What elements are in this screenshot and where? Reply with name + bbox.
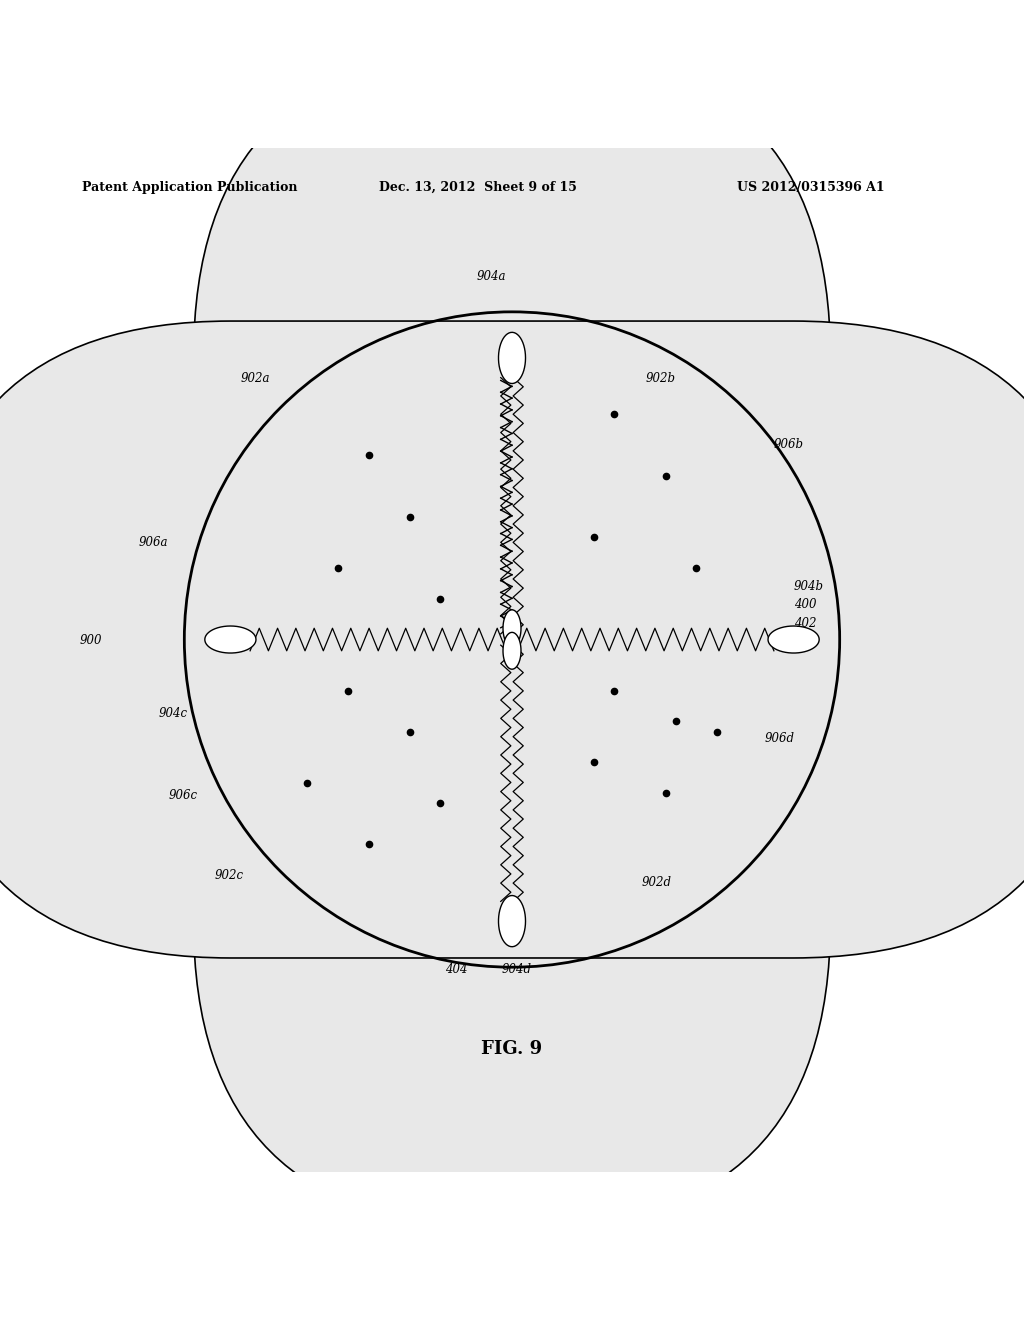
Text: FIG. 9: FIG. 9 (481, 1040, 543, 1059)
Polygon shape (537, 664, 839, 966)
Text: Patent Application Publication: Patent Application Publication (82, 181, 297, 194)
Text: 902b: 902b (645, 372, 675, 385)
Text: 904a: 904a (476, 269, 506, 282)
FancyBboxPatch shape (194, 50, 830, 1229)
Polygon shape (185, 313, 487, 615)
Text: 904c: 904c (159, 706, 187, 719)
Text: 906b: 906b (773, 438, 803, 451)
Text: 902a: 902a (241, 372, 270, 385)
Text: 400: 400 (794, 598, 816, 611)
Text: 904b: 904b (794, 579, 823, 593)
Text: Dec. 13, 2012  Sheet 9 of 15: Dec. 13, 2012 Sheet 9 of 15 (379, 181, 577, 194)
Polygon shape (503, 632, 521, 669)
Text: 900: 900 (80, 634, 102, 647)
FancyBboxPatch shape (0, 321, 1024, 958)
Polygon shape (499, 895, 525, 946)
Polygon shape (499, 333, 525, 384)
Circle shape (230, 358, 794, 921)
Text: 902c: 902c (215, 869, 244, 882)
Polygon shape (185, 664, 487, 966)
Polygon shape (768, 626, 819, 653)
Text: 404: 404 (445, 962, 468, 975)
Polygon shape (537, 313, 839, 615)
Polygon shape (503, 610, 521, 647)
Text: 904d: 904d (502, 962, 531, 975)
Text: 906d: 906d (765, 733, 795, 746)
Text: 902d: 902d (642, 875, 672, 888)
Text: US 2012/0315396 A1: US 2012/0315396 A1 (737, 181, 885, 194)
Polygon shape (205, 626, 256, 653)
Text: 906c: 906c (169, 788, 198, 801)
Text: 906a: 906a (138, 536, 168, 549)
Text: 402: 402 (794, 616, 816, 630)
